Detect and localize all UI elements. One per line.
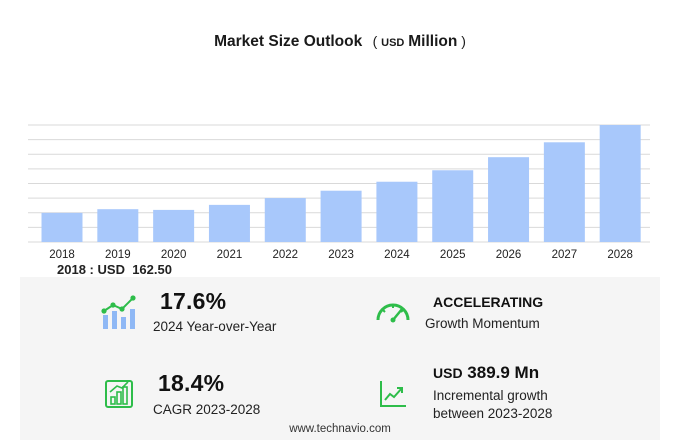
bar-chart: 2018 2019 2020 2021 2022 2023 2024 2025 2026 2027… <box>28 124 650 261</box>
bar-2026 <box>488 157 530 242</box>
footer-website: www.technavio.com <box>289 423 391 435</box>
x-tick-label: 2018 <box>49 249 75 261</box>
x-tick-label: 2020 <box>161 249 187 261</box>
x-tick-label: 2026 <box>496 249 522 261</box>
base-currency: USD <box>97 262 125 277</box>
bar-2025 <box>432 170 474 242</box>
bar-2020 <box>153 209 195 242</box>
x-tick-label: 2019 <box>105 249 131 261</box>
chart-title-text: Market Size Outlook <box>214 33 363 50</box>
incremental-label-2: between 2023-2028 <box>433 406 553 421</box>
growth-chart-icon <box>105 380 133 408</box>
bar-2024 <box>376 181 418 242</box>
stats-panel: 17.6% 2024 Year-over-Year ACCELERATING G… <box>20 277 660 440</box>
speedometer-icon <box>376 303 410 323</box>
chart-title: Market Size Outlook ( USD Million ) <box>0 33 680 51</box>
unit-close-paren: ) <box>461 33 466 49</box>
momentum-value: ACCELERATING <box>433 294 544 310</box>
unit-open-paren: ( <box>372 33 378 49</box>
incremental-label-1: Incremental growth <box>433 388 548 403</box>
bar-2028 <box>599 125 641 242</box>
bar-2019 <box>97 209 139 242</box>
base-value-amount: 162.50 <box>132 262 172 277</box>
chart-x-tick-labels: 2018 2019 2020 2021 2022 2023 2024 2025 2026 2027… <box>49 249 633 261</box>
x-tick-label: 2025 <box>440 249 466 261</box>
base-separator: : <box>89 262 94 277</box>
unit-currency: USD <box>381 37 405 49</box>
incremental-amount: 389.9 Mn <box>467 363 540 382</box>
x-tick-label: 2027 <box>552 249 578 261</box>
chart-bars <box>41 125 641 242</box>
incremental-currency: USD <box>433 365 463 381</box>
bar-2021 <box>208 204 250 242</box>
bar-2018 <box>41 212 83 242</box>
bar-trend-icon <box>101 295 136 329</box>
unit-scale: Million <box>408 33 458 50</box>
x-tick-label: 2021 <box>217 249 243 261</box>
base-year-value: 2018 : USD 162.50 <box>57 262 172 277</box>
line-trend-icon <box>380 381 406 407</box>
cagr-value: 18.4% <box>158 370 225 396</box>
bar-2027 <box>543 142 585 242</box>
x-tick-label: 2023 <box>328 249 354 261</box>
yoy-value: 17.6% <box>160 288 227 314</box>
x-tick-label: 2024 <box>384 249 410 261</box>
cagr-label: CAGR 2023-2028 <box>153 402 261 417</box>
momentum-label: Growth Momentum <box>425 316 540 331</box>
incremental-value: USD 389.9 Mn <box>433 363 539 383</box>
bar-2022 <box>264 198 306 242</box>
base-year: 2018 <box>57 262 86 277</box>
bar-2023 <box>320 190 362 242</box>
chart-unit: ( USD Million ) <box>372 33 466 50</box>
x-tick-label: 2022 <box>272 249 298 261</box>
yoy-label: 2024 Year-over-Year <box>153 319 277 334</box>
x-tick-label: 2028 <box>607 249 633 261</box>
